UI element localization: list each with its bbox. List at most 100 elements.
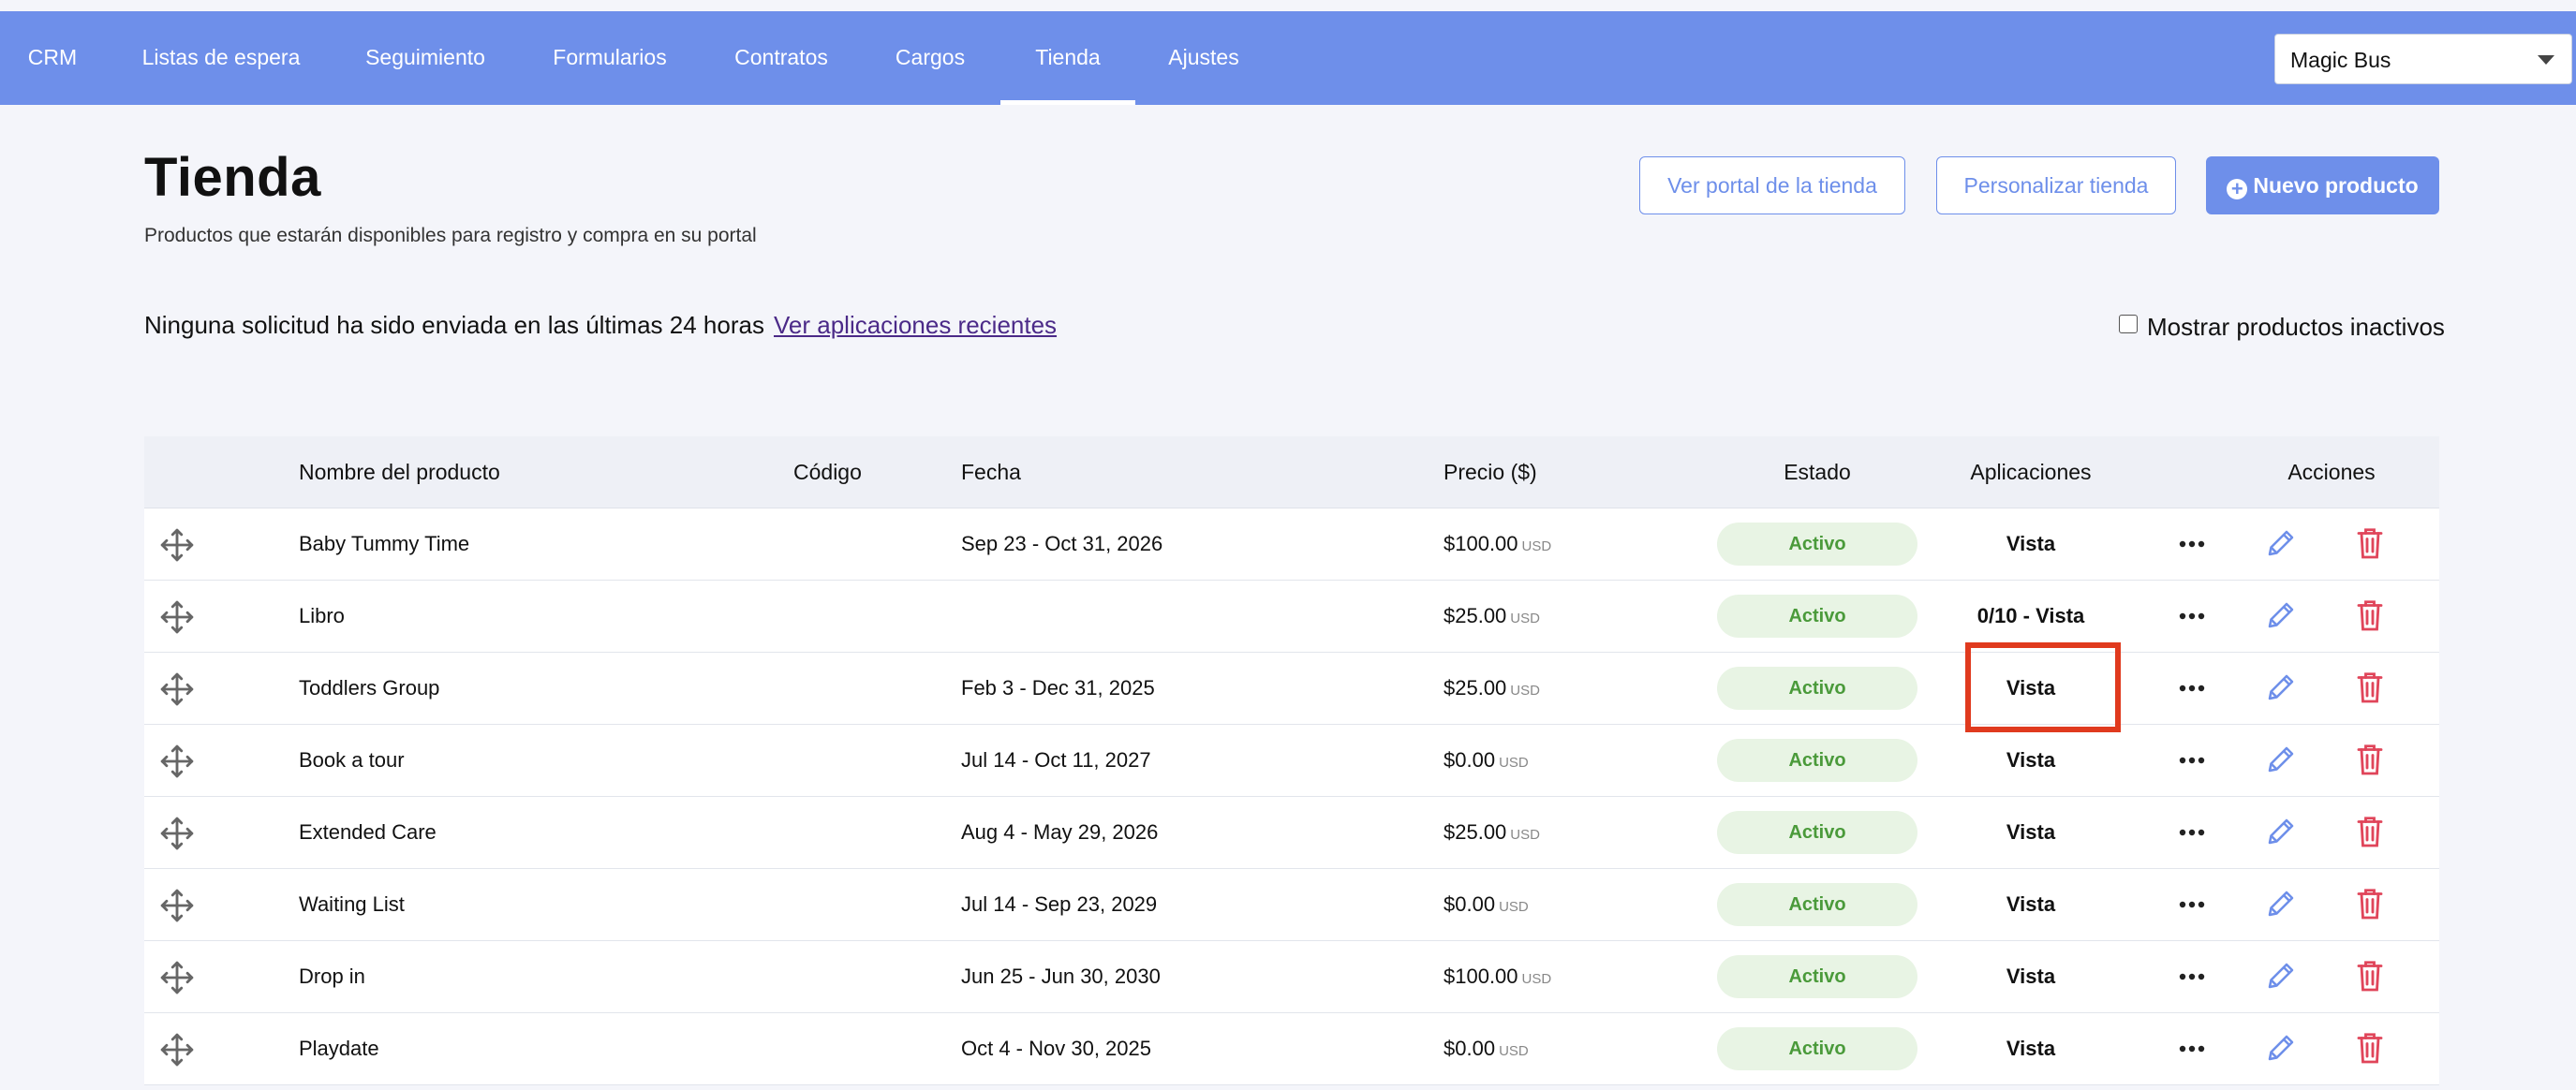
- applications-link[interactable]: 0/10 - Vista: [1976, 604, 2085, 627]
- view-portal-button[interactable]: Ver portal de la tienda: [1639, 156, 1905, 214]
- more-options-icon[interactable]: [2175, 599, 2209, 633]
- price-value: $0.00: [1443, 892, 1496, 916]
- show-inactive-toggle[interactable]: Mostrar productos inactivos: [2119, 313, 2445, 342]
- page-subtitle: Productos que estarán disponibles para r…: [144, 225, 757, 246]
- drag-handle-icon[interactable]: [159, 599, 195, 635]
- drag-handle-icon[interactable]: [159, 960, 195, 995]
- product-name: Extended Care: [299, 820, 437, 844]
- delete-trash-icon[interactable]: [2356, 959, 2384, 993]
- applications-link[interactable]: Vista: [2006, 965, 2056, 988]
- edit-pencil-icon[interactable]: [2264, 670, 2298, 704]
- applications-link[interactable]: Vista: [2006, 892, 2056, 916]
- product-name: Waiting List: [299, 892, 405, 916]
- product-price: $0.00 USD: [1443, 725, 1529, 799]
- table-body: Baby Tummy Time Sep 23 - Oct 31, 2026 $1…: [144, 508, 2439, 1085]
- product-name: Libro: [299, 604, 345, 627]
- delete-trash-icon[interactable]: [2356, 815, 2384, 848]
- edit-pencil-icon[interactable]: [2264, 743, 2298, 776]
- new-product-button[interactable]: + Nuevo producto: [2206, 156, 2439, 214]
- nav-tienda[interactable]: Tienda: [1000, 11, 1135, 105]
- price-value: $25.00: [1443, 820, 1507, 844]
- col-code[interactable]: Código: [793, 460, 862, 484]
- product-price: $100.00 USD: [1443, 508, 1551, 582]
- currency-label: USD: [1510, 683, 1540, 699]
- currency-label: USD: [1499, 755, 1529, 771]
- nav-listas-de-espera[interactable]: Listas de espera: [141, 45, 301, 69]
- edit-pencil-icon[interactable]: [2264, 887, 2298, 921]
- col-price[interactable]: Precio ($): [1443, 460, 1537, 484]
- applications-notice: Ninguna solicitud ha sido enviada en las…: [144, 311, 764, 339]
- drag-handle-icon[interactable]: [159, 527, 195, 563]
- currency-label: USD: [1510, 611, 1540, 626]
- currency-label: USD: [1510, 827, 1540, 843]
- drag-handle-icon[interactable]: [159, 671, 195, 707]
- col-applications[interactable]: Aplicaciones: [1970, 460, 2092, 484]
- table-row: Toddlers Group Feb 3 - Dec 31, 2025 $25.…: [144, 653, 2439, 725]
- edit-pencil-icon[interactable]: [2264, 526, 2298, 560]
- table-header: Nombre del producto Código Fecha Precio …: [144, 436, 2439, 508]
- company-select-value: Magic Bus: [2290, 48, 2391, 72]
- nav-seguimiento[interactable]: Seguimiento: [365, 45, 485, 69]
- delete-trash-icon[interactable]: [2356, 526, 2384, 560]
- edit-pencil-icon[interactable]: [2264, 598, 2298, 632]
- currency-label: USD: [1499, 1043, 1529, 1059]
- applications-link[interactable]: Vista: [2006, 1037, 2056, 1060]
- status-badge: Activo: [1717, 523, 1917, 566]
- drag-handle-icon[interactable]: [159, 1032, 195, 1068]
- applications-link[interactable]: Vista: [2006, 532, 2056, 555]
- nav-formularios[interactable]: Formularios: [553, 45, 667, 69]
- price-value: $100.00: [1443, 532, 1518, 555]
- drag-handle-icon[interactable]: [159, 888, 195, 923]
- caret-down-icon: [2538, 55, 2554, 65]
- applications-link[interactable]: Vista: [2006, 820, 2056, 844]
- price-value: $100.00: [1443, 965, 1518, 988]
- edit-pencil-icon[interactable]: [2264, 1031, 2298, 1065]
- recent-applications-link[interactable]: Ver aplicaciones recientes: [774, 311, 1058, 339]
- product-date: Aug 4 - May 29, 2026: [961, 820, 1159, 844]
- currency-label: USD: [1521, 971, 1552, 987]
- more-options-icon[interactable]: [2175, 1032, 2209, 1066]
- product-name: Toddlers Group: [299, 676, 440, 700]
- nav-ajustes[interactable]: Ajustes: [1168, 45, 1239, 69]
- delete-trash-icon[interactable]: [2356, 598, 2384, 632]
- drag-handle-icon[interactable]: [159, 816, 195, 851]
- currency-label: USD: [1499, 899, 1529, 915]
- table-row: Libro $25.00 USD Activo 0/10 - Vista: [144, 581, 2439, 653]
- price-value: $25.00: [1443, 604, 1507, 627]
- more-options-icon[interactable]: [2175, 816, 2209, 849]
- edit-pencil-icon[interactable]: [2264, 959, 2298, 993]
- applications-link[interactable]: Vista: [2006, 748, 2056, 772]
- currency-label: USD: [1521, 538, 1552, 554]
- product-date: Feb 3 - Dec 31, 2025: [961, 676, 1155, 700]
- col-date[interactable]: Fecha: [961, 460, 1021, 484]
- nav-cargos[interactable]: Cargos: [895, 45, 966, 69]
- product-name: Playdate: [299, 1037, 379, 1060]
- product-date: Sep 23 - Oct 31, 2026: [961, 532, 1163, 555]
- table-row: Waiting List Jul 14 - Sep 23, 2029 $0.00…: [144, 869, 2439, 941]
- delete-trash-icon[interactable]: [2356, 670, 2384, 704]
- nav-crm[interactable]: CRM: [27, 45, 78, 69]
- more-options-icon[interactable]: [2175, 671, 2209, 705]
- more-options-icon[interactable]: [2175, 527, 2209, 561]
- product-name: Book a tour: [299, 748, 405, 772]
- delete-trash-icon[interactable]: [2356, 743, 2384, 776]
- more-options-icon[interactable]: [2175, 888, 2209, 921]
- product-date: Jun 25 - Jun 30, 2030: [961, 965, 1161, 988]
- nav-contratos[interactable]: Contratos: [734, 45, 828, 69]
- new-product-label: Nuevo producto: [2253, 173, 2419, 198]
- status-badge: Activo: [1717, 883, 1917, 926]
- edit-pencil-icon[interactable]: [2264, 815, 2298, 848]
- status-badge: Activo: [1717, 595, 1917, 638]
- delete-trash-icon[interactable]: [2356, 887, 2384, 921]
- drag-handle-icon[interactable]: [159, 744, 195, 779]
- more-options-icon[interactable]: [2175, 960, 2209, 994]
- more-options-icon[interactable]: [2175, 744, 2209, 777]
- delete-trash-icon[interactable]: [2356, 1031, 2384, 1065]
- applications-link[interactable]: Vista: [2006, 676, 2056, 700]
- col-name[interactable]: Nombre del producto: [299, 460, 500, 484]
- customize-store-button[interactable]: Personalizar tienda: [1936, 156, 2176, 214]
- product-price: $0.00 USD: [1443, 869, 1529, 943]
- company-select[interactable]: Magic Bus: [2274, 34, 2572, 84]
- show-inactive-checkbox[interactable]: [2119, 315, 2138, 333]
- col-status[interactable]: Estado: [1784, 460, 1851, 484]
